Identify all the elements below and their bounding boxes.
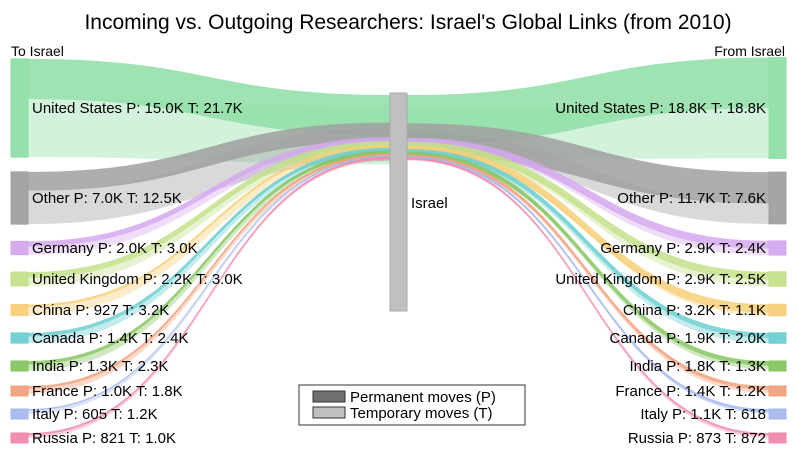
outgoing-node-india	[768, 360, 787, 372]
incoming-permanent-link-other	[28, 122, 390, 191]
incoming-permanent-link-china	[28, 144, 390, 307]
incoming-node-france	[10, 385, 29, 397]
incoming-node-russia	[10, 432, 29, 444]
outgoing-permanent-link-canada	[407, 148, 769, 338]
outgoing-node-germany	[768, 240, 787, 256]
incoming-temporary-link-united-states	[28, 99, 390, 165]
outgoing-permanent-link-united-states	[407, 57, 769, 146]
legend: Permanent moves (P) Temporary moves (T)	[298, 384, 526, 426]
incoming-permanent-link-germany	[28, 137, 390, 247]
outgoing-temporary-link-france	[407, 155, 769, 393]
outgoing-permanent-link-russia	[407, 157, 769, 436]
outgoing-label-united-kingdom: United Kingdom P: 2.9K T: 2.5K	[555, 271, 766, 288]
chart-title: Incoming vs. Outgoing Researchers: Israe…	[84, 11, 731, 34]
incoming-label-russia: Russia P: 821 T: 1.0K	[32, 430, 176, 447]
outgoing-temporary-link-germany	[407, 139, 769, 256]
incoming-permanent-link-india	[28, 150, 390, 365]
incoming-label-india: India P: 1.3K T: 2.3K	[32, 358, 168, 375]
incoming-label-china: China P: 927 T: 3.2K	[32, 302, 169, 319]
right-header: From Israel	[714, 43, 785, 59]
outgoing-label-china: China P: 3.2K T: 1.1K	[623, 302, 766, 319]
incoming-permanent-link-russia	[28, 156, 390, 436]
outgoing-label-other: Other P: 11.7K T: 7.6K	[617, 190, 766, 207]
incoming-node-germany	[10, 240, 29, 256]
outgoing-node-other	[768, 171, 787, 225]
incoming-label-other: Other P: 7.0K T: 12.5K	[32, 190, 182, 207]
incoming-node-china	[10, 303, 29, 317]
outgoing-permanent-link-italy	[407, 156, 769, 412]
outgoing-node-china	[768, 303, 787, 317]
outgoing-node-russia	[768, 432, 787, 444]
incoming-label-united-states: United States P: 15.0K T: 21.7K	[32, 100, 243, 117]
incoming-permanent-link-france	[28, 153, 390, 389]
outgoing-permanent-link-other	[407, 123, 769, 204]
israel-label: Israel	[411, 195, 448, 212]
node-labels: United States P: 15.0K T: 21.7K Other P: …	[32, 100, 766, 447]
outgoing-permanent-link-china	[407, 145, 769, 313]
incoming-node-united-kingdom	[10, 271, 29, 287]
israel-node	[389, 92, 408, 312]
outgoing-temporary-link-italy	[407, 156, 769, 414]
outgoing-node-italy	[768, 408, 787, 420]
outgoing-node-united-states	[768, 57, 787, 159]
outgoing-temporary-link-russia	[407, 158, 769, 438]
outgoing-temporary-link-china	[407, 148, 769, 316]
incoming-temporary-link-france	[28, 154, 390, 394]
outgoing-temporary-link-united-kingdom	[407, 143, 769, 287]
outgoing-label-canada: Canada P: 1.9K T: 2.0K	[610, 330, 767, 347]
incoming-permanent-link-united-kingdom	[28, 140, 390, 278]
incoming-temporary-link-canada	[28, 148, 390, 344]
outgoing-node-france	[768, 385, 787, 397]
outgoing-node-united-kingdom	[768, 271, 787, 287]
outgoing-label-russia: Russia P: 873 T: 872	[628, 430, 766, 447]
incoming-temporary-link-russia	[28, 157, 390, 438]
incoming-label-france: France P: 1.0K T: 1.8K	[32, 383, 183, 400]
flow-links	[28, 57, 769, 438]
outgoing-permanent-link-germany	[407, 137, 769, 249]
incoming-label-united-kingdom: United Kingdom P: 2.2K T: 3.0K	[32, 271, 243, 288]
outgoing-label-united-states: United States P: 18.8K T: 18.8K	[555, 100, 766, 117]
incoming-label-italy: Italy P: 605 T: 1.2K	[32, 406, 158, 423]
incoming-node-other	[10, 171, 29, 225]
outgoing-label-germany: Germany P: 2.9K T: 2.4K	[600, 240, 766, 257]
incoming-label-germany: Germany P: 2.0K T: 3.0K	[32, 240, 198, 257]
legend-swatch-temporary	[312, 406, 346, 419]
incoming-temporary-link-germany	[28, 138, 390, 255]
outgoing-permanent-link-india	[407, 151, 769, 366]
incoming-node-italy	[10, 408, 29, 420]
outgoing-label-france: France P: 1.4K T: 1.2K	[615, 383, 766, 400]
left-header: To Israel	[11, 43, 64, 59]
legend-label-permanent: Permanent moves (P)	[350, 389, 496, 406]
incoming-permanent-link-italy	[28, 155, 390, 411]
legend-swatch-permanent	[312, 390, 346, 403]
outgoing-label-italy: Italy P: 1.1K T: 618	[640, 406, 766, 423]
incoming-temporary-link-china	[28, 145, 390, 316]
outgoing-label-india: India P: 1.8K T: 1.3K	[630, 358, 766, 375]
outgoing-node-canada	[768, 332, 787, 344]
incoming-permanent-link-united-states	[28, 58, 390, 136]
incoming-temporary-link-india	[28, 151, 390, 371]
incoming-temporary-link-italy	[28, 156, 390, 414]
country-nodes	[10, 57, 787, 444]
outgoing-temporary-link-india	[407, 153, 769, 370]
outgoing-permanent-link-united-kingdom	[407, 141, 769, 280]
incoming-node-united-states	[10, 58, 29, 158]
outgoing-temporary-link-canada	[407, 150, 769, 344]
incoming-node-india	[10, 360, 29, 372]
incoming-temporary-link-united-kingdom	[28, 142, 390, 286]
incoming-node-canada	[10, 332, 29, 344]
incoming-permanent-link-canada	[28, 147, 390, 337]
legend-label-temporary: Temporary moves (T)	[350, 405, 493, 422]
outgoing-permanent-link-france	[407, 154, 769, 390]
incoming-label-canada: Canada P: 1.4K T: 2.4K	[32, 330, 189, 347]
